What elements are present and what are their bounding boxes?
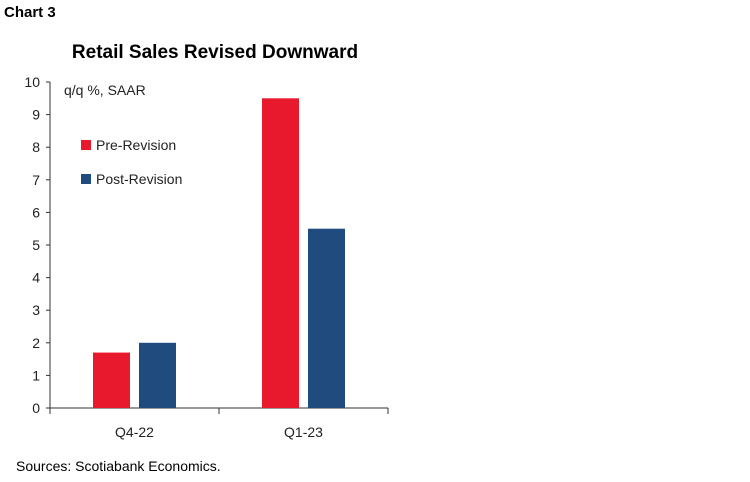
legend-label: Post-Revision bbox=[96, 171, 182, 187]
chart-legend: Pre-Revision Post-Revision bbox=[81, 137, 182, 187]
y-tick-label: 0 bbox=[32, 400, 40, 416]
y-axis-unit-label: q/q %, SAAR bbox=[64, 82, 146, 98]
y-tick-label: 2 bbox=[32, 335, 40, 351]
source-note: Sources: Scotiabank Economics. bbox=[16, 458, 221, 474]
y-tick-label: 4 bbox=[32, 270, 40, 286]
bar-post-revision-q1-23 bbox=[308, 228, 345, 408]
y-tick-label: 8 bbox=[32, 139, 40, 155]
y-tick-label: 1 bbox=[32, 367, 40, 383]
chart-number-label: Chart 3 bbox=[4, 4, 56, 21]
y-tick-label: 9 bbox=[32, 107, 40, 123]
y-tick-label: 7 bbox=[32, 172, 40, 188]
y-tick-label: 10 bbox=[24, 74, 40, 90]
legend-swatch bbox=[81, 174, 91, 184]
legend-label: Pre-Revision bbox=[96, 137, 176, 153]
bar-pre-revision-q4-22 bbox=[93, 352, 130, 408]
x-tick-label: Q1-23 bbox=[284, 424, 323, 440]
bar-group bbox=[93, 98, 345, 409]
y-tick-label: 6 bbox=[32, 204, 40, 220]
legend-swatch bbox=[81, 140, 91, 150]
x-tick-label: Q4-22 bbox=[115, 424, 154, 440]
chart-title: Retail Sales Revised Downward bbox=[71, 42, 359, 63]
y-tick-label: 5 bbox=[32, 237, 40, 253]
bar-pre-revision-q1-23 bbox=[262, 98, 299, 409]
bar-post-revision-q4-22 bbox=[139, 342, 176, 408]
y-tick-label: 3 bbox=[32, 302, 40, 318]
